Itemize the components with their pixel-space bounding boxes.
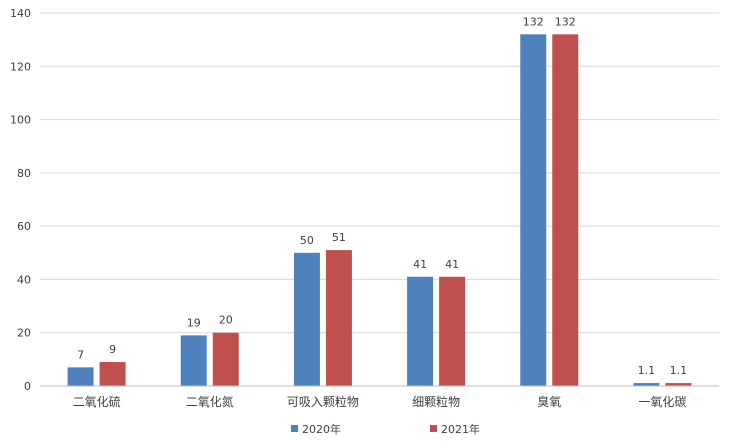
data-label: 1.1 <box>638 364 656 377</box>
category-label: 二氧化氮 <box>186 394 234 409</box>
category-label: 臭氧 <box>537 394 561 409</box>
data-label: 9 <box>109 343 116 356</box>
data-label: 41 <box>413 258 427 271</box>
category-labels: 二氧化硫 二氧化氮 可吸入颗粒物 细颗粒物 臭氧 一氧化碳 <box>73 394 687 409</box>
bar <box>633 383 660 386</box>
data-label: 51 <box>332 231 346 244</box>
legend-label: 2020年 <box>302 422 341 436</box>
legend-swatch <box>291 425 298 432</box>
data-label: 20 <box>219 314 233 327</box>
data-labels: 7 9 19 20 50 51 41 41 132 132 1.1 1.1 <box>77 15 687 377</box>
data-label: 132 <box>555 15 576 28</box>
category-label: 二氧化硫 <box>73 394 121 409</box>
y-tick-label: 140 <box>10 7 31 20</box>
bar <box>520 34 547 387</box>
category-label: 细颗粒物 <box>412 394 460 409</box>
data-label: 50 <box>300 234 314 247</box>
bar <box>180 335 207 386</box>
bar <box>439 276 466 386</box>
y-tick-label: 0 <box>24 380 31 393</box>
y-tick-label: 40 <box>17 273 31 286</box>
bar <box>212 332 239 386</box>
y-tick-label: 80 <box>17 167 31 180</box>
y-tick-label: 120 <box>10 60 31 73</box>
category-label: 可吸入颗粒物 <box>287 394 359 409</box>
legend-item: 2021年 <box>430 422 480 436</box>
bar <box>99 362 126 386</box>
bar <box>325 250 352 386</box>
data-label: 7 <box>77 348 84 361</box>
bar <box>293 252 320 386</box>
bar <box>407 276 434 386</box>
data-label: 41 <box>445 258 459 271</box>
data-label: 132 <box>523 15 544 28</box>
y-tick-label: 20 <box>17 327 31 340</box>
y-axis-ticks: 0 20 40 60 80 100 120 140 <box>10 7 31 393</box>
legend: 2020年 2021年 <box>291 422 480 436</box>
data-label: 19 <box>187 316 201 329</box>
legend-item: 2020年 <box>291 422 341 436</box>
data-label: 1.1 <box>670 364 688 377</box>
legend-label: 2021年 <box>441 422 480 436</box>
bar <box>665 383 692 386</box>
y-tick-label: 60 <box>17 220 31 233</box>
bar <box>67 367 94 386</box>
category-label: 一氧化碳 <box>638 395 686 409</box>
bar <box>552 34 579 387</box>
legend-swatch <box>430 425 437 432</box>
y-tick-label: 100 <box>10 114 31 127</box>
gridlines <box>40 12 719 334</box>
bars <box>67 34 692 387</box>
